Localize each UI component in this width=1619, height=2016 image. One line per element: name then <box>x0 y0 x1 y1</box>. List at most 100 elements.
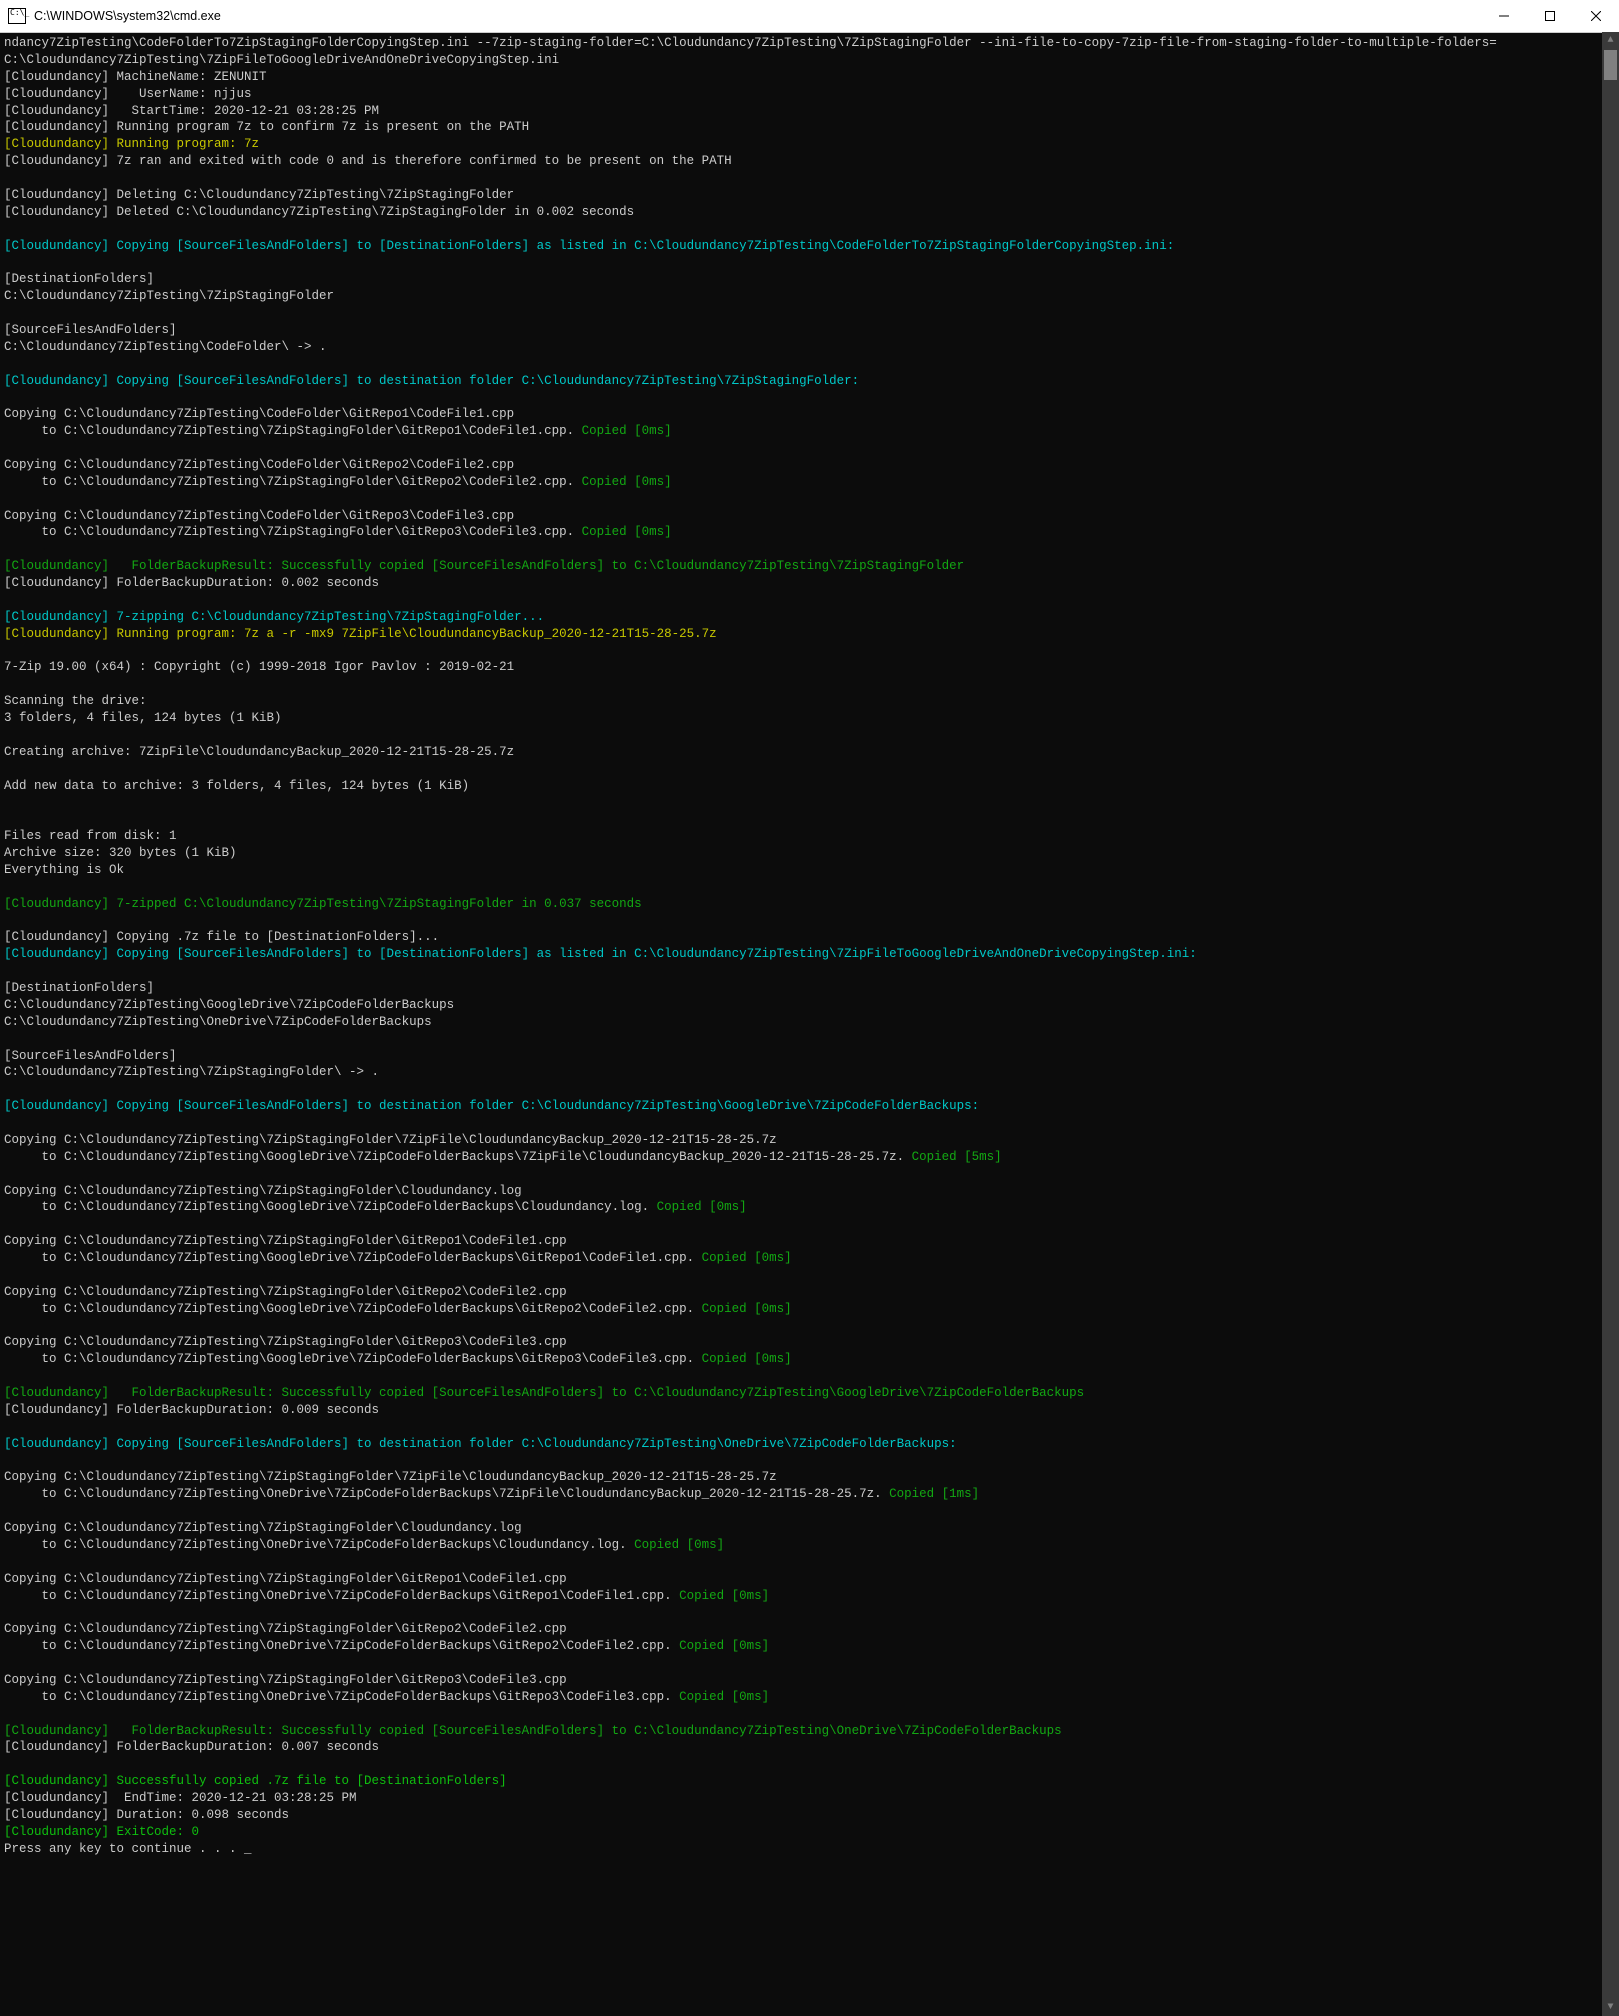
terminal-line: [Cloudundancy] FolderBackupDuration: 0.0… <box>4 1739 1617 1756</box>
terminal-line: to C:\Cloudundancy7ZipTesting\OneDrive\7… <box>4 1689 1617 1706</box>
terminal-line: C:\Cloudundancy7ZipTesting\GoogleDrive\7… <box>4 997 1617 1014</box>
terminal-text-segment: [Cloudundancy] FolderBackupDuration: 0.0… <box>4 1403 379 1417</box>
terminal-line: [Cloudundancy] Deleted C:\Cloudundancy7Z… <box>4 204 1617 221</box>
terminal-text-segment: [SourceFilesAndFolders] <box>4 1049 177 1063</box>
terminal-text-segment: Copying C:\Cloudundancy7ZipTesting\7ZipS… <box>4 1470 777 1484</box>
terminal-blank-line <box>4 963 1617 980</box>
terminal-line: [SourceFilesAndFolders] <box>4 1048 1617 1065</box>
vertical-scrollbar[interactable]: ▲ ▼ <box>1602 32 1619 2016</box>
terminal-line: to C:\Cloudundancy7ZipTesting\OneDrive\7… <box>4 1588 1617 1605</box>
terminal-text-segment: [Cloudundancy] Running program 7z to con… <box>4 120 529 134</box>
terminal-text-segment: [Cloudundancy] FolderBackupResult: Succe… <box>4 1724 1062 1738</box>
terminal-text-segment: Copying C:\Cloudundancy7ZipTesting\7ZipS… <box>4 1572 567 1586</box>
terminal-line: [Cloudundancy] Successfully copied .7z f… <box>4 1773 1617 1790</box>
terminal-line: [DestinationFolders] <box>4 271 1617 288</box>
scrollbar-thumb[interactable] <box>1604 50 1617 80</box>
terminal-line: Scanning the drive: <box>4 693 1617 710</box>
terminal-blank-line <box>4 170 1617 187</box>
terminal-text-segment: Copied [0ms] <box>679 1690 769 1704</box>
terminal-text-segment: Files read from disk: 1 <box>4 829 177 843</box>
terminal-blank-line <box>4 592 1617 609</box>
terminal-text-segment: C:\Cloudundancy7ZipTesting\CodeFolder\ -… <box>4 340 327 354</box>
terminal-line: Copying C:\Cloudundancy7ZipTesting\7ZipS… <box>4 1571 1617 1588</box>
terminal-line: C:\Cloudundancy7ZipTesting\7ZipFileToGoo… <box>4 52 1617 69</box>
terminal-blank-line <box>4 440 1617 457</box>
terminal-text-segment: to C:\Cloudundancy7ZipTesting\GoogleDriv… <box>4 1352 702 1366</box>
terminal-text-segment: Copied [0ms] <box>657 1200 747 1214</box>
terminal-text-segment: [Cloudundancy] Copying [SourceFilesAndFo… <box>4 239 1174 253</box>
terminal-blank-line <box>4 305 1617 322</box>
terminal-line: Copying C:\Cloudundancy7ZipTesting\7ZipS… <box>4 1233 1617 1250</box>
terminal-text-segment: [DestinationFolders] <box>4 272 154 286</box>
terminal-line: Copying C:\Cloudundancy7ZipTesting\7ZipS… <box>4 1183 1617 1200</box>
terminal-text-segment: to C:\Cloudundancy7ZipTesting\OneDrive\7… <box>4 1538 634 1552</box>
terminal-line: [Cloudundancy] FolderBackupResult: Succe… <box>4 1385 1617 1402</box>
terminal-text-segment: Copied [0ms] <box>679 1639 769 1653</box>
terminal-text-segment: C:\Cloudundancy7ZipTesting\7ZipStagingFo… <box>4 289 334 303</box>
terminal-line: Copying C:\Cloudundancy7ZipTesting\7ZipS… <box>4 1334 1617 1351</box>
terminal-line: [Cloudundancy] FolderBackupDuration: 0.0… <box>4 1402 1617 1419</box>
terminal-blank-line <box>4 879 1617 896</box>
terminal-text-segment: C:\Cloudundancy7ZipTesting\7ZipFileToGoo… <box>4 53 559 67</box>
terminal-text-segment: Creating archive: 7ZipFile\CloudundancyB… <box>4 745 514 759</box>
terminal-line: [Cloudundancy] UserName: njjus <box>4 86 1617 103</box>
terminal-line: C:\Cloudundancy7ZipTesting\CodeFolder\ -… <box>4 339 1617 356</box>
terminal-text-segment: Copying C:\Cloudundancy7ZipTesting\7ZipS… <box>4 1622 567 1636</box>
terminal-line: [Cloudundancy] 7-zipped C:\Cloudundancy7… <box>4 896 1617 913</box>
terminal-text-segment: [DestinationFolders] <box>4 981 154 995</box>
terminal-text-segment: Copying C:\Cloudundancy7ZipTesting\7ZipS… <box>4 1184 522 1198</box>
terminal-line: Copying C:\Cloudundancy7ZipTesting\7ZipS… <box>4 1672 1617 1689</box>
terminal-text-segment: Copying C:\Cloudundancy7ZipTesting\CodeF… <box>4 407 514 421</box>
terminal-text-segment: Add new data to archive: 3 folders, 4 fi… <box>4 779 469 793</box>
terminal-line: Copying C:\Cloudundancy7ZipTesting\CodeF… <box>4 508 1617 525</box>
terminal-line: Press any key to continue . . . _ <box>4 1841 1617 1858</box>
scrollbar-down-arrow-icon[interactable]: ▼ <box>1602 1999 1619 2016</box>
close-button[interactable] <box>1573 0 1619 32</box>
terminal-blank-line <box>4 1655 1617 1672</box>
terminal-text-segment: Copying C:\Cloudundancy7ZipTesting\7ZipS… <box>4 1335 567 1349</box>
terminal-line: Files read from disk: 1 <box>4 828 1617 845</box>
terminal-blank-line <box>4 541 1617 558</box>
terminal-line: [SourceFilesAndFolders] <box>4 322 1617 339</box>
terminal-line: to C:\Cloudundancy7ZipTesting\GoogleDriv… <box>4 1149 1617 1166</box>
terminal-line: Copying C:\Cloudundancy7ZipTesting\7ZipS… <box>4 1469 1617 1486</box>
terminal-line: Copying C:\Cloudundancy7ZipTesting\7ZipS… <box>4 1621 1617 1638</box>
terminal-blank-line <box>4 1706 1617 1723</box>
terminal-text-segment: [Cloudundancy] Copying .7z file to [Dest… <box>4 930 439 944</box>
terminal-text-segment: [Cloudundancy] 7-zipping C:\Cloudundancy… <box>4 610 544 624</box>
terminal-blank-line <box>4 1216 1617 1233</box>
terminal-line: to C:\Cloudundancy7ZipTesting\OneDrive\7… <box>4 1486 1617 1503</box>
terminal-line: [Cloudundancy] Copying [SourceFilesAndFo… <box>4 1436 1617 1453</box>
terminal-text-segment: to C:\Cloudundancy7ZipTesting\OneDrive\7… <box>4 1487 889 1501</box>
maximize-button[interactable] <box>1527 0 1573 32</box>
terminal-line: [Cloudundancy] Running program: 7z a -r … <box>4 626 1617 643</box>
terminal-text-segment: Copying C:\Cloudundancy7ZipTesting\7ZipS… <box>4 1521 522 1535</box>
terminal-line: Add new data to archive: 3 folders, 4 fi… <box>4 778 1617 795</box>
terminal-text-segment: to C:\Cloudundancy7ZipTesting\GoogleDriv… <box>4 1251 702 1265</box>
terminal-line: [Cloudundancy] Copying [SourceFilesAndFo… <box>4 373 1617 390</box>
minimize-button[interactable] <box>1481 0 1527 32</box>
terminal-text-segment: Copied [0ms] <box>582 525 672 539</box>
terminal-text-segment: to C:\Cloudundancy7ZipTesting\OneDrive\7… <box>4 1589 679 1603</box>
terminal-text-segment: Everything is Ok <box>4 863 124 877</box>
terminal-text-segment: Copying C:\Cloudundancy7ZipTesting\7ZipS… <box>4 1133 777 1147</box>
terminal-blank-line <box>4 1081 1617 1098</box>
terminal-text-segment: to C:\Cloudundancy7ZipTesting\7ZipStagin… <box>4 475 582 489</box>
terminal-blank-line <box>4 643 1617 660</box>
terminal-text-segment: [Cloudundancy] Deleted C:\Cloudundancy7Z… <box>4 205 634 219</box>
terminal-line: [DestinationFolders] <box>4 980 1617 997</box>
terminal-text-segment: [Cloudundancy] Copying [SourceFilesAndFo… <box>4 1099 979 1113</box>
terminal-output[interactable]: ndancy7ZipTesting\CodeFolderTo7ZipStagin… <box>0 33 1619 1866</box>
terminal-text-segment: Copying C:\Cloudundancy7ZipTesting\7ZipS… <box>4 1673 567 1687</box>
terminal-line: 7-Zip 19.00 (x64) : Copyright (c) 1999-2… <box>4 659 1617 676</box>
terminal-blank-line <box>4 1453 1617 1470</box>
terminal-text-segment: [Cloudundancy] FolderBackupDuration: 0.0… <box>4 1740 379 1754</box>
terminal-text-segment: Copied [5ms] <box>912 1150 1002 1164</box>
scrollbar-up-arrow-icon[interactable]: ▲ <box>1602 32 1619 49</box>
terminal-text-segment: 3 folders, 4 files, 124 bytes (1 KiB) <box>4 711 282 725</box>
terminal-text-segment: [Cloudundancy] 7-zipped C:\Cloudundancy7… <box>4 897 642 911</box>
terminal-blank-line <box>4 1503 1617 1520</box>
terminal-line: [Cloudundancy] StartTime: 2020-12-21 03:… <box>4 103 1617 120</box>
terminal-line: Copying C:\Cloudundancy7ZipTesting\CodeF… <box>4 406 1617 423</box>
terminal-text-segment: [Cloudundancy] Running program: 7z <box>4 137 259 151</box>
